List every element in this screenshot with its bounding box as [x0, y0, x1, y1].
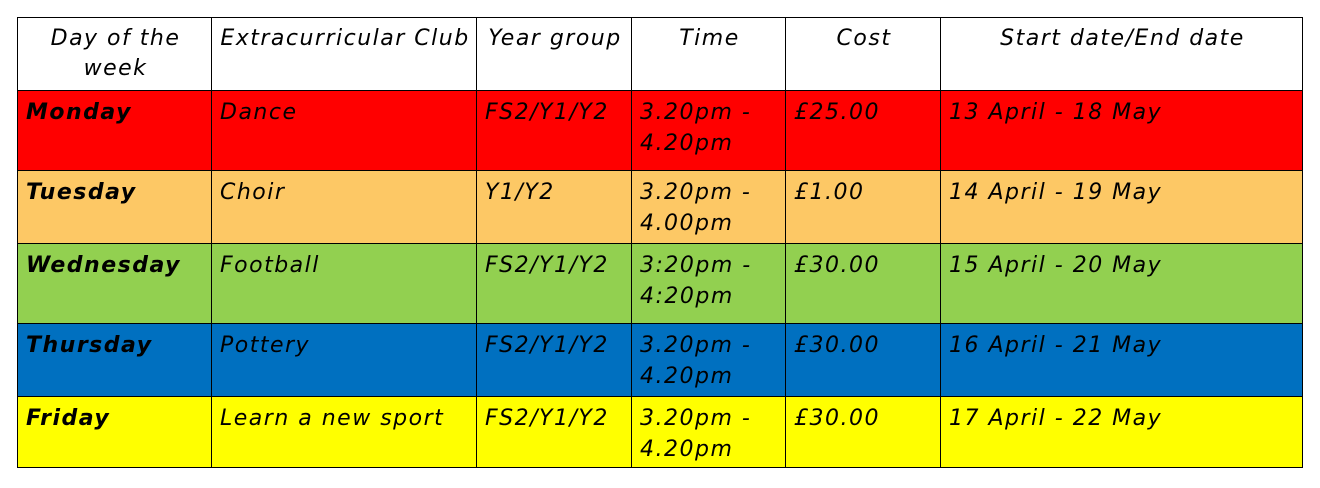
- header-day: Day of the week: [17, 17, 212, 91]
- day-cell: Wednesday: [17, 243, 212, 324]
- cost-cell: £30.00: [785, 323, 941, 397]
- club-cell: Choir: [211, 170, 477, 244]
- club-cell: Dance: [211, 90, 477, 171]
- cost-cell: £1.00: [785, 170, 941, 244]
- time-cell: 3:20pm - 4:20pm: [631, 243, 786, 324]
- year-group-cell: FS2/Y1/Y2: [476, 323, 632, 397]
- day-cell: Thursday: [17, 323, 212, 397]
- cost-cell: £25.00: [785, 90, 941, 171]
- time-cell: 3.20pm - 4.20pm: [631, 396, 786, 468]
- day-cell: Monday: [17, 90, 212, 171]
- clubs-table: Day of the week Extracurricular Club Yea…: [17, 17, 1303, 468]
- dates-cell: 15 April - 20 May: [940, 243, 1303, 324]
- table-row: Friday Learn a new sport FS2/Y1/Y2 3.20pm -…: [17, 396, 1303, 468]
- day-cell: Tuesday: [17, 170, 212, 244]
- club-cell: Learn a new sport: [211, 396, 477, 468]
- table-row: Monday Dance FS2/Y1/Y2 3.20pm - 4.20pm £25.0…: [17, 90, 1303, 171]
- header-time: Time: [631, 17, 786, 91]
- header-year: Year group: [476, 17, 632, 91]
- club-cell: Pottery: [211, 323, 477, 397]
- cost-cell: £30.00: [785, 243, 941, 324]
- table-row: Thursday Pottery FS2/Y1/Y2 3.20pm - 4.20pm £…: [17, 323, 1303, 397]
- year-group-cell: FS2/Y1/Y2: [476, 243, 632, 324]
- year-group-cell: FS2/Y1/Y2: [476, 90, 632, 171]
- dates-cell: 13 April - 18 May: [940, 90, 1303, 171]
- header-club: Extracurricular Club: [211, 17, 477, 91]
- time-cell: 3.20pm - 4.00pm: [631, 170, 786, 244]
- header-row: Day of the week Extracurricular Club Yea…: [17, 17, 1303, 91]
- dates-cell: 16 April - 21 May: [940, 323, 1303, 397]
- year-group-cell: Y1/Y2: [476, 170, 632, 244]
- year-group-cell: FS2/Y1/Y2: [476, 396, 632, 468]
- cost-cell: £30.00: [785, 396, 941, 468]
- table-row: Tuesday Choir Y1/Y2 3.20pm - 4.00pm £1.00 14 …: [17, 170, 1303, 244]
- table-row: Wednesday Football FS2/Y1/Y2 3:20pm - 4:20p…: [17, 243, 1303, 324]
- time-cell: 3.20pm - 4.20pm: [631, 323, 786, 397]
- dates-cell: 17 April - 22 May: [940, 396, 1303, 468]
- dates-cell: 14 April - 19 May: [940, 170, 1303, 244]
- day-cell: Friday: [17, 396, 212, 468]
- club-cell: Football: [211, 243, 477, 324]
- time-cell: 3.20pm - 4.20pm: [631, 90, 786, 171]
- header-dates: Start date/End date: [940, 17, 1303, 91]
- header-cost: Cost: [785, 17, 941, 91]
